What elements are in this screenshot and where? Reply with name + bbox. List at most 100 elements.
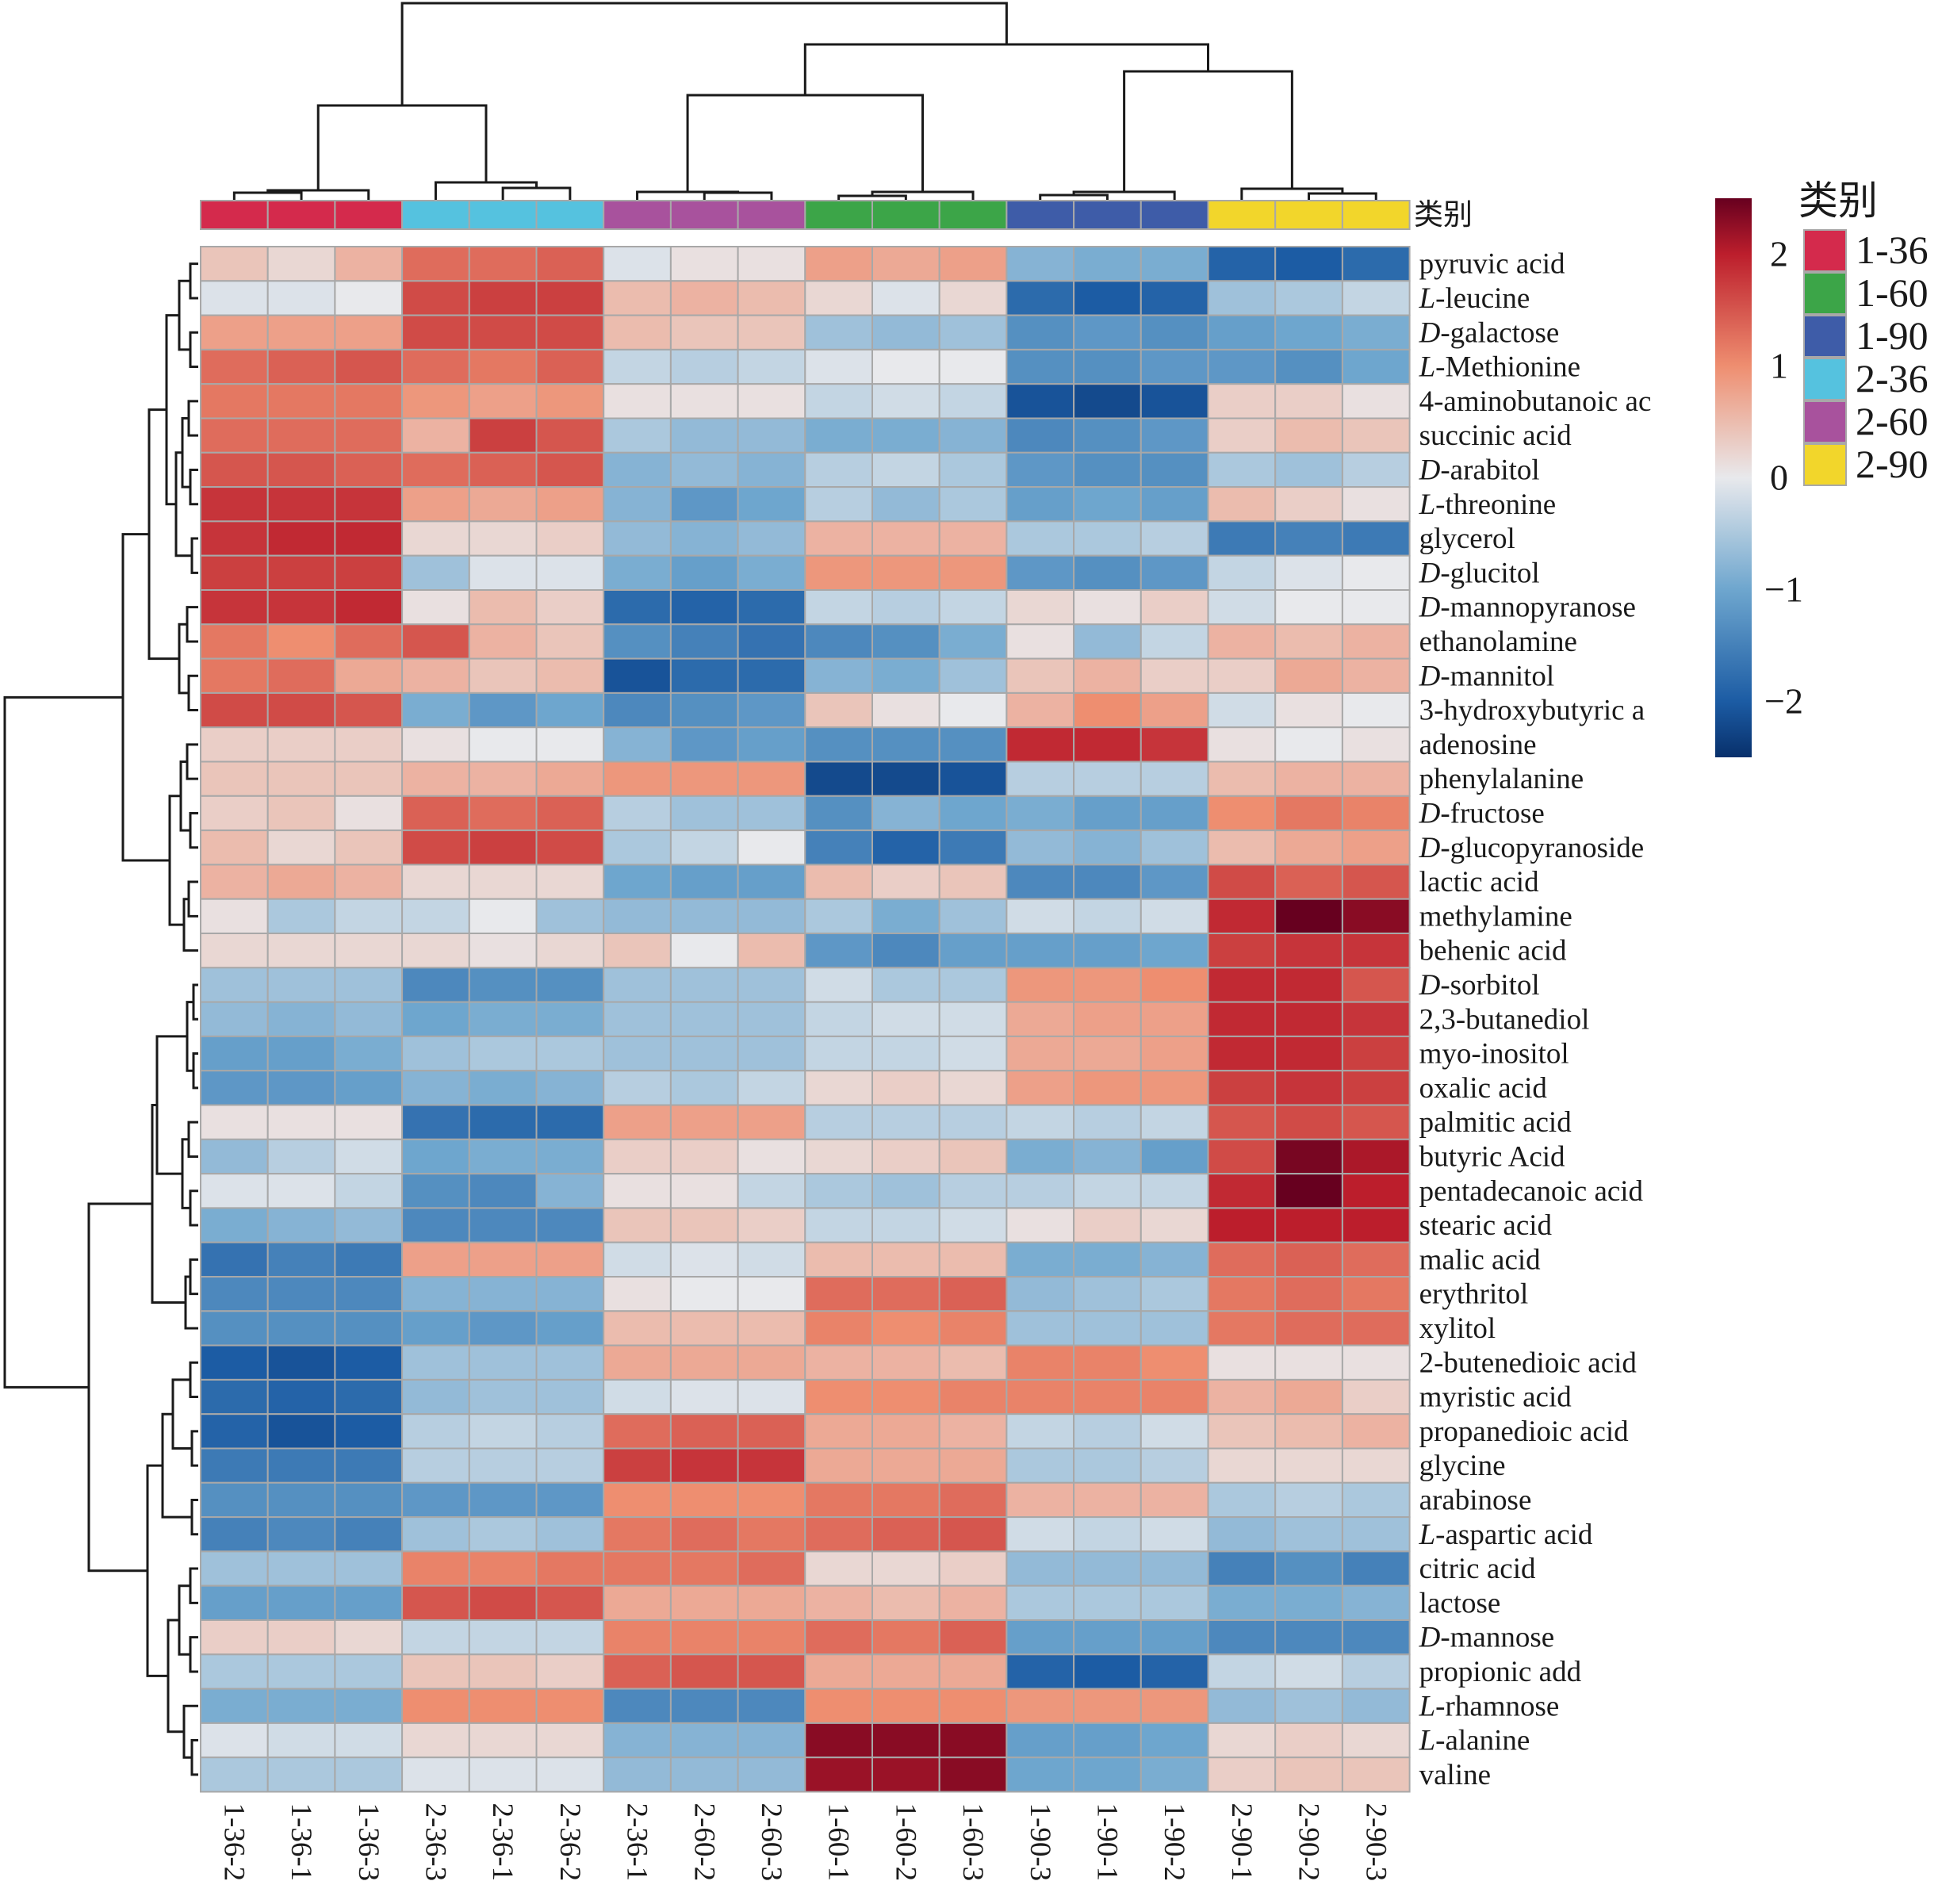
- row-label: citric acid: [1419, 1553, 1536, 1585]
- heatmap-cell: [871, 280, 940, 316]
- heatmap-cell: [1073, 1276, 1142, 1312]
- heatmap-cell: [603, 1001, 672, 1037]
- heatmap-cell: [200, 1207, 269, 1243]
- heatmap-cell: [535, 657, 605, 694]
- heatmap-cell: [737, 1516, 806, 1553]
- heatmap-cell: [468, 348, 538, 385]
- heatmap-cell: [938, 486, 1008, 523]
- legend-entry-label: 1-90: [1856, 313, 1929, 358]
- heatmap-cell: [200, 1310, 269, 1347]
- heatmap-cell: [334, 589, 404, 626]
- legend-swatch: [1803, 358, 1847, 400]
- heatmap-cell: [468, 486, 538, 523]
- heatmap-cell: [1005, 451, 1075, 488]
- heatmap-cell: [1274, 967, 1343, 1003]
- heatmap-cell: [737, 795, 806, 832]
- heatmap-cell: [1341, 760, 1411, 797]
- heatmap-cell: [535, 1070, 605, 1106]
- heatmap-cell: [871, 1378, 940, 1416]
- row-label: pentadecanoic acid: [1419, 1175, 1644, 1208]
- heatmap-cell: [669, 1447, 739, 1484]
- heatmap-cell: [1073, 486, 1142, 523]
- heatmap-cell: [1005, 760, 1075, 797]
- column-label: 2-36-1: [621, 1803, 653, 1882]
- heatmap-cell: [468, 246, 538, 282]
- annotation-cell: [1073, 200, 1142, 230]
- heatmap-cell: [603, 1035, 672, 1072]
- heatmap-cell: [266, 1001, 336, 1037]
- column-label: 1-90-2: [1158, 1803, 1190, 1882]
- heatmap-cell: [804, 1344, 873, 1381]
- heatmap-cell: [1073, 1241, 1142, 1278]
- row-dendrogram-branch: [161, 1412, 192, 1519]
- heatmap-cell: [938, 933, 1008, 969]
- heatmap-cell: [1341, 1310, 1411, 1347]
- annotation-cell: [1140, 200, 1209, 230]
- heatmap-cell: [1005, 623, 1075, 660]
- heatmap-cell: [200, 246, 269, 282]
- heatmap-cell: [334, 1241, 404, 1278]
- heatmap-cell: [737, 1001, 806, 1037]
- row-label: arabinose: [1419, 1484, 1532, 1516]
- heatmap-cell: [1140, 1619, 1209, 1656]
- heatmap-cell: [266, 417, 336, 454]
- heatmap-cell: [401, 1378, 470, 1416]
- heatmap-cell: [535, 623, 605, 660]
- column-label: 1-90-3: [1024, 1803, 1056, 1882]
- heatmap-cell: [535, 1653, 605, 1690]
- heatmap-cell: [334, 898, 404, 934]
- heatmap-cell: [871, 486, 940, 523]
- heatmap-cell: [1073, 864, 1142, 900]
- heatmap-cell: [804, 348, 873, 385]
- heatmap-cell: [334, 520, 404, 557]
- heatmap-cell: [603, 1276, 672, 1312]
- heatmap-cell: [737, 314, 806, 351]
- heatmap-cell: [1140, 589, 1209, 626]
- heatmap-cell: [1005, 486, 1075, 523]
- heatmap-cell: [669, 1241, 739, 1278]
- column-dendrogram-branch: [803, 43, 1209, 95]
- heatmap-cell: [1341, 1344, 1411, 1381]
- row-label: xylitol: [1419, 1312, 1496, 1345]
- heatmap-cell: [1140, 1447, 1209, 1484]
- heatmap-cell: [1341, 348, 1411, 385]
- heatmap-cell: [200, 1035, 269, 1072]
- heatmap-cell: [535, 554, 605, 592]
- heatmap-cell: [266, 554, 336, 592]
- heatmap-cell: [938, 760, 1008, 797]
- annotation-cell: [1341, 200, 1411, 230]
- heatmap-cell: [737, 1310, 806, 1347]
- heatmap-cell: [603, 1550, 672, 1587]
- heatmap-cell: [468, 314, 538, 351]
- heatmap-cell: [938, 898, 1008, 934]
- column-label: 1-36-2: [217, 1803, 250, 1882]
- heatmap-cell: [938, 1207, 1008, 1243]
- heatmap-cell: [603, 554, 672, 592]
- colorbar-tick-label: 1: [1770, 346, 1788, 386]
- heatmap-cell: [468, 1653, 538, 1690]
- heatmap-cell: [804, 1138, 873, 1175]
- heatmap-cell: [1274, 1413, 1343, 1450]
- column-dendrogram-branch: [686, 94, 925, 192]
- heatmap-cell: [1005, 829, 1075, 866]
- heatmap-cell: [804, 1001, 873, 1037]
- heatmap-cell: [468, 1757, 538, 1793]
- heatmap-cell: [1274, 520, 1343, 557]
- heatmap-cell: [468, 451, 538, 488]
- heatmap-cell: [200, 691, 269, 729]
- heatmap-cell: [871, 1722, 940, 1759]
- heatmap-cell: [871, 417, 940, 454]
- heatmap-cell: [1274, 1344, 1343, 1381]
- heatmap-cell: [871, 795, 940, 832]
- heatmap-cell: [266, 1516, 336, 1553]
- heatmap-cell: [535, 417, 605, 454]
- heatmap-cell: [401, 451, 470, 488]
- heatmap-cell: [1005, 1516, 1075, 1553]
- row-label: butyric Acid: [1419, 1140, 1565, 1173]
- heatmap-cell: [737, 554, 806, 592]
- legend-swatch: [1803, 229, 1847, 272]
- heatmap-cell: [401, 967, 470, 1003]
- heatmap-cell: [1207, 1001, 1277, 1037]
- heatmap-cell: [871, 246, 940, 282]
- heatmap-cell: [535, 829, 605, 866]
